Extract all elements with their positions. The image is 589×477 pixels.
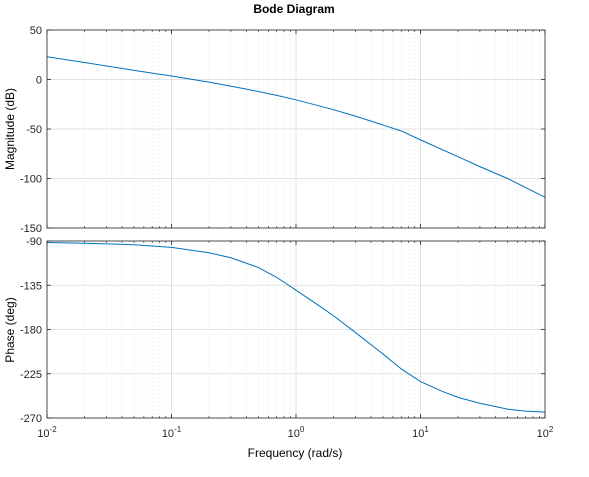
x-tick-label: 101 — [412, 425, 429, 440]
x-tick-label: 10-2 — [37, 425, 57, 440]
y-tick-label: -180 — [20, 325, 42, 337]
y-tick-label: -90 — [26, 236, 42, 248]
y-tick-label: -135 — [20, 280, 42, 292]
y-tick-label: -100 — [20, 174, 42, 186]
phase-axis-label: Phase (deg) — [3, 297, 17, 362]
x-tick-label: 10-1 — [162, 425, 182, 440]
x-tick-label: 102 — [537, 425, 554, 440]
y-tick-label: -150 — [20, 223, 42, 235]
y-tick-label: 0 — [36, 75, 42, 87]
magnitude-axis-label: Magnitude (dB) — [3, 88, 17, 170]
y-tick-label: -225 — [20, 369, 42, 381]
chart-title: Bode Diagram — [253, 2, 334, 16]
x-tick-label: 100 — [288, 425, 305, 440]
y-tick-label: -50 — [26, 124, 42, 136]
magnitude-panel: 50 0 -50 -100 -150 — [20, 25, 546, 235]
phase-response-line — [46, 241, 546, 413]
y-tick-label: -270 — [20, 413, 42, 425]
x-axis-label: Frequency (rad/s) — [248, 446, 343, 460]
y-tick-label: 50 — [30, 25, 42, 37]
magnitude-response-line — [46, 56, 546, 198]
